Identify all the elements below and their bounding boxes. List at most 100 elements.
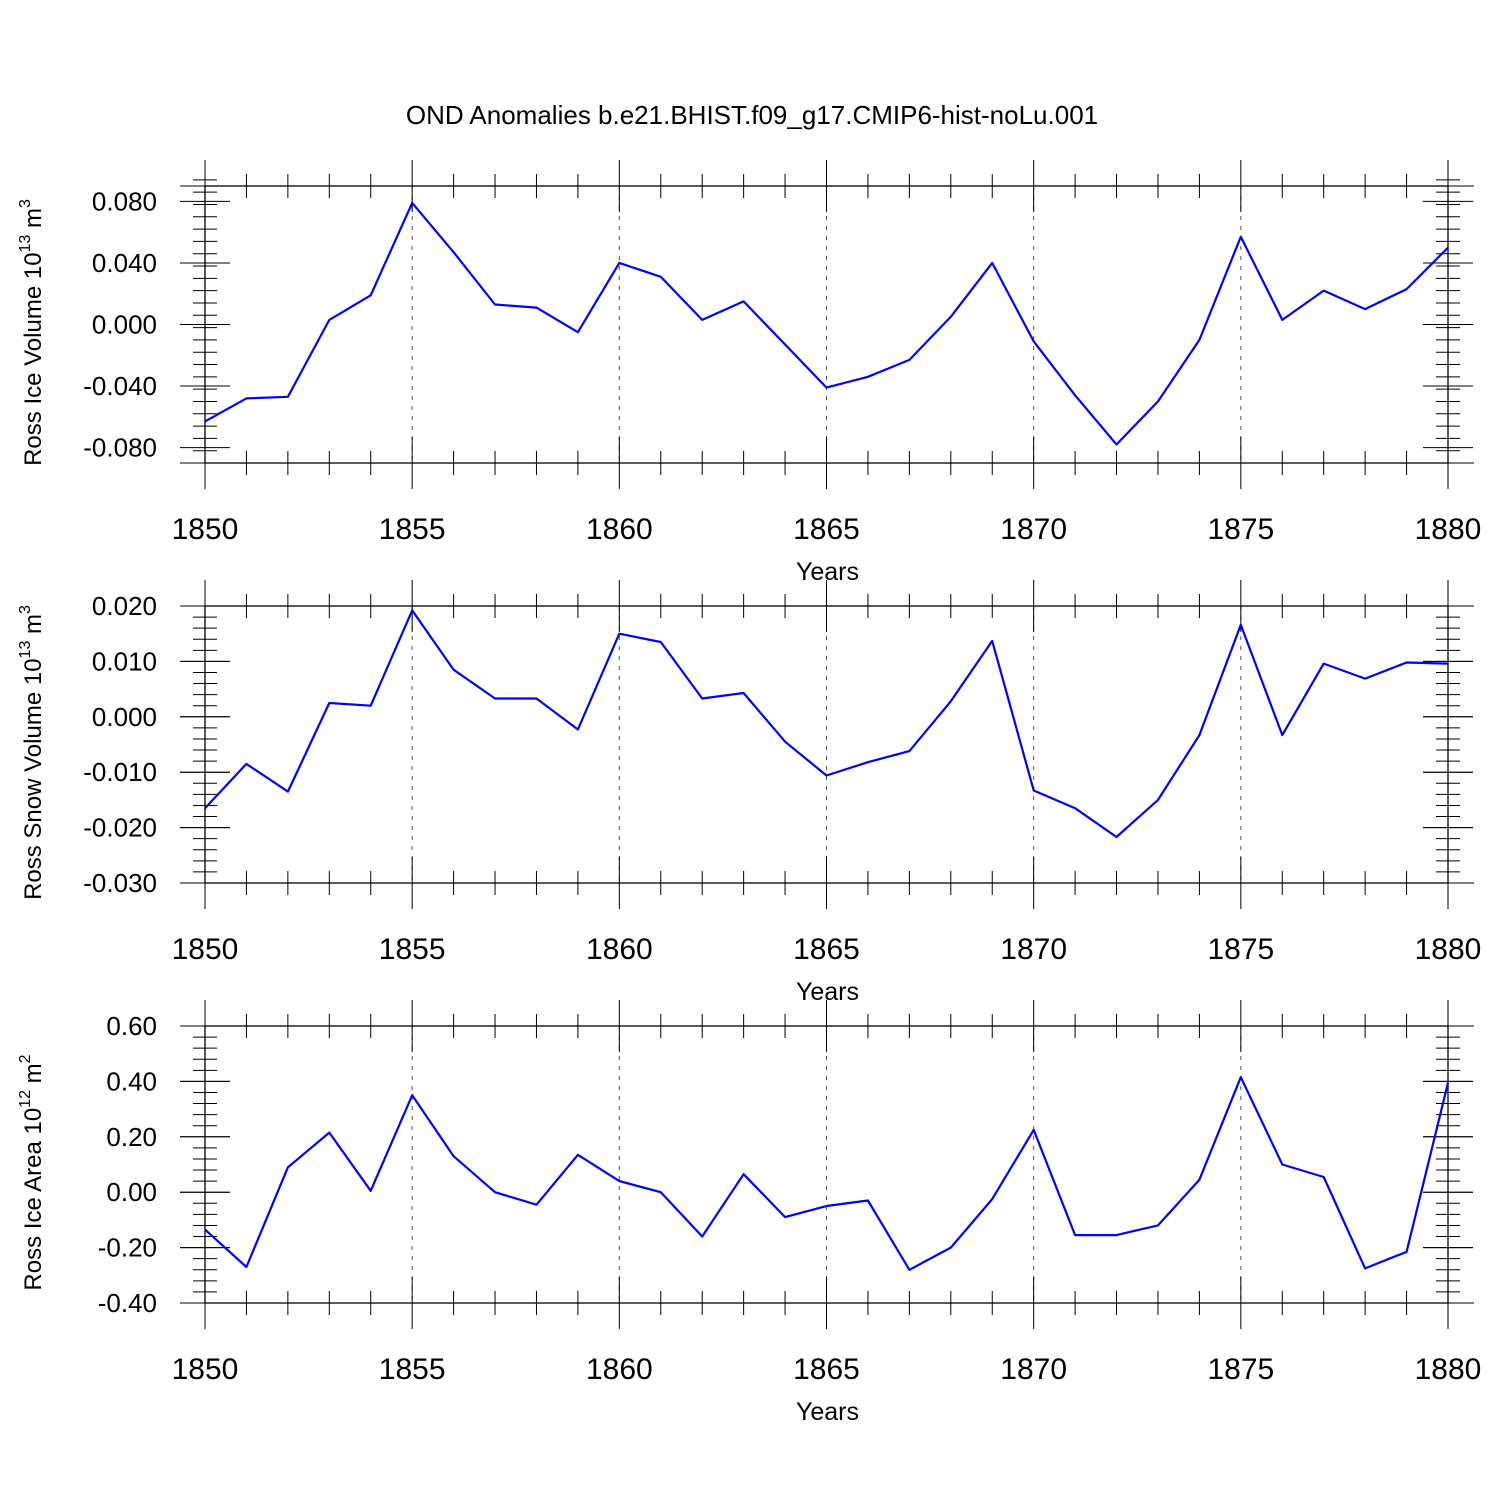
data-point [1239,623,1243,627]
data-point [1197,1178,1201,1182]
x-tick-label: 1875 [1207,1353,1274,1386]
data-point [907,1268,911,1272]
data-point [410,1093,414,1097]
data-point [369,1189,373,1193]
y-tick-label: 0.010 [92,646,157,676]
data-point [203,1228,207,1232]
data-point [327,1131,331,1135]
data-point [576,1153,580,1157]
panels: -0.080 -0.040 0.000 0.040 0.080 1850 1855 1860 1… [17,160,1481,1426]
x-axis-label: Years [796,1398,859,1426]
x-tick-label: 1855 [379,1353,446,1386]
y-label-unit-exponent: 3 [17,605,34,614]
x-tick-label: 1870 [1000,933,1067,966]
x-tick-label: 1865 [793,933,860,966]
data-point [493,697,497,701]
data-point [1156,798,1160,802]
x-tick-label: 1855 [379,513,446,546]
y-label-unit: m [20,1063,47,1090]
data-point [1322,289,1326,293]
x-tick-label: 1860 [586,513,653,546]
data-point [866,760,870,764]
panel-3: -0.40 -0.20 0.00 0.20 0.40 0.60 1850 1855 1860 18… [17,1000,1481,1426]
data-point [617,632,621,636]
data-point [1363,307,1367,311]
data-point [1032,788,1036,792]
data-point [1197,338,1201,342]
data-point [1239,1075,1243,1079]
x-tick-label: 1860 [586,1353,653,1386]
data-point [1115,443,1119,447]
data-point [783,343,787,347]
data-point [534,306,538,310]
x-axis-label: Years [796,978,859,1006]
panel-1: -0.080 -0.040 0.000 0.040 0.080 1850 1855 1860 1… [17,160,1481,586]
data-point [1363,1266,1367,1270]
y-label-exponent: 12 [17,1090,34,1108]
series-line [204,609,1449,839]
data-point [1280,318,1284,322]
y-tick-label: 0.00 [106,1177,157,1207]
data-point [990,639,994,643]
y-tick-label: 0.000 [92,702,157,732]
y-tick-label: 0.000 [92,310,157,340]
x-tick-label: 1865 [793,1353,860,1386]
data-point [576,330,580,334]
x-tick-label: 1870 [1000,1353,1067,1386]
data-point [452,1154,456,1158]
data-point [825,386,829,390]
y-label-main: Ross Ice Volume 10 [20,252,47,465]
x-tick-label: 1850 [172,1353,239,1386]
y-tick-label: -0.040 [83,371,157,401]
y-tick-label: -0.030 [83,868,157,898]
data-point [452,668,456,672]
data-point [1446,246,1450,250]
x-tick-label: 1875 [1207,513,1274,546]
data-point [369,293,373,297]
y-tick-label: 0.60 [106,1011,157,1041]
data-point [825,774,829,778]
y-label-main: Ross Snow Volume 10 [20,658,47,899]
data-point [866,1199,870,1203]
data-point [990,261,994,265]
y-axis-label: Ross Ice Volume 1013 m3 [17,199,47,466]
data-point [700,697,704,701]
data-point [493,1190,497,1194]
data-point [1280,1163,1284,1167]
y-label-unit-exponent: 3 [17,199,34,208]
data-point [1446,1081,1450,1085]
data-point [949,315,953,319]
data-point [286,790,290,794]
panel-2: -0.030 -0.020 -0.010 0.000 0.010 0.020 1850 185… [17,580,1481,1006]
data-point [286,1165,290,1169]
data-point [1239,235,1243,239]
data-point [1446,662,1450,666]
data-point [742,691,746,695]
data-point [659,1190,663,1194]
data-point [369,704,373,708]
x-tick-label: 1850 [172,513,239,546]
data-point [410,201,414,205]
data-point [866,375,870,379]
x-tick-label: 1880 [1415,933,1482,966]
data-point [1156,1223,1160,1227]
data-point [244,762,248,766]
x-tick-label: 1870 [1000,513,1067,546]
x-axis-label: Years [796,558,859,586]
data-point [534,1203,538,1207]
data-point [700,1235,704,1239]
y-tick-label: -0.080 [83,433,157,463]
data-point [1197,733,1201,737]
data-point [907,358,911,362]
data-point [203,806,207,810]
data-point [576,728,580,732]
data-point [1032,339,1036,343]
data-point [244,396,248,400]
y-label-main: Ross Ice Area 10 [20,1108,47,1291]
data-point [286,395,290,399]
data-point [244,1265,248,1269]
x-tick-label: 1865 [793,513,860,546]
data-point [493,302,497,306]
data-point [700,318,704,322]
